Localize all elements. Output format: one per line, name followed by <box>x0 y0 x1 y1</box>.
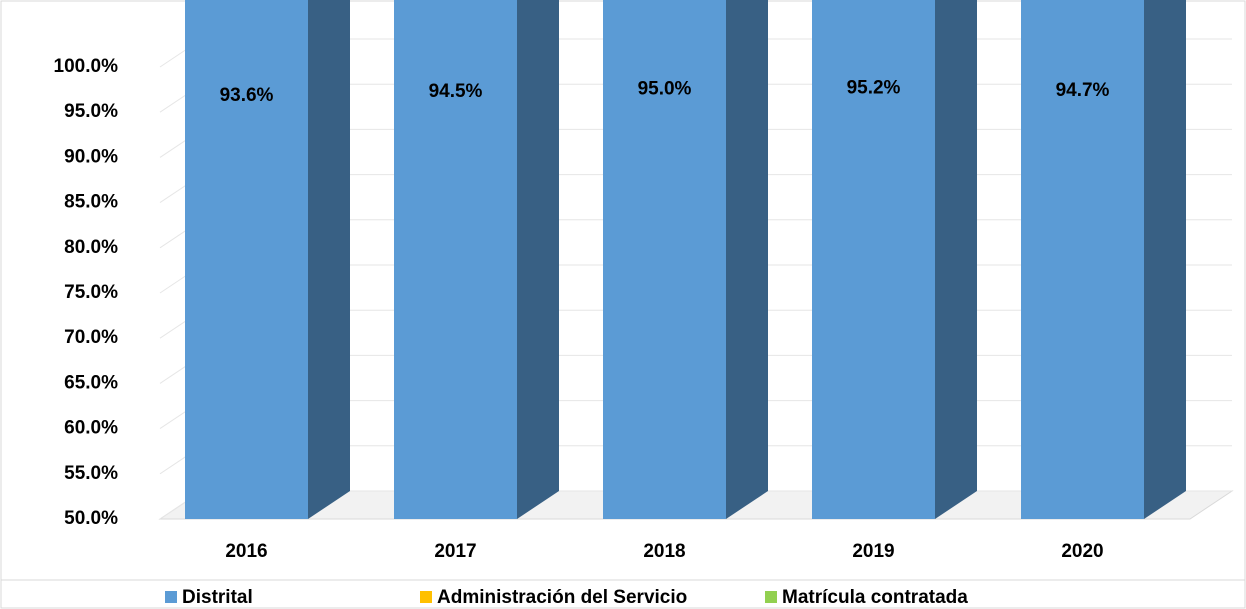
bar-side <box>726 0 768 519</box>
legend-label: Administración del Servicio <box>437 587 687 608</box>
legend-swatch <box>765 591 777 603</box>
bar-side <box>517 0 559 519</box>
y-tick-label: 60.0% <box>64 418 118 439</box>
bar-front <box>812 0 935 520</box>
value-label: 94.7% <box>1056 80 1110 101</box>
bar-front <box>603 0 726 519</box>
y-tick-label: 50.0% <box>64 508 118 529</box>
legend-swatch <box>165 591 177 603</box>
y-tick-label: 55.0% <box>64 463 118 484</box>
value-label: 94.5% <box>429 81 483 102</box>
value-label: 95.0% <box>638 79 692 100</box>
y-tick-label: 75.0% <box>64 282 118 303</box>
value-label: 95.2% <box>847 78 901 99</box>
bar-front <box>1021 0 1144 519</box>
x-tick-label: 2016 <box>225 541 267 562</box>
y-tick-label: 65.0% <box>64 372 118 393</box>
y-tick-label: 70.0% <box>64 327 118 348</box>
bar-front <box>394 0 517 520</box>
legend-label: Distrital <box>182 587 253 608</box>
y-tick-label: 90.0% <box>64 146 118 167</box>
x-tick-label: 2020 <box>1061 541 1103 562</box>
legend-label: Matrícula contratada <box>782 587 968 608</box>
bar-side <box>308 0 350 519</box>
y-tick-label: 95.0% <box>64 101 118 122</box>
bar-side <box>1144 0 1186 519</box>
legend-swatch <box>420 591 432 603</box>
y-tick-label: 85.0% <box>64 192 118 213</box>
x-tick-label: 2019 <box>852 541 894 562</box>
x-tick-label: 2017 <box>434 541 476 562</box>
bar-side <box>935 0 977 519</box>
x-tick-label: 2018 <box>643 541 685 562</box>
y-tick-label: 80.0% <box>64 237 118 258</box>
value-label: 93.6% <box>220 85 274 106</box>
bar-front <box>185 0 308 520</box>
y-tick-label: 100.0% <box>54 56 119 77</box>
